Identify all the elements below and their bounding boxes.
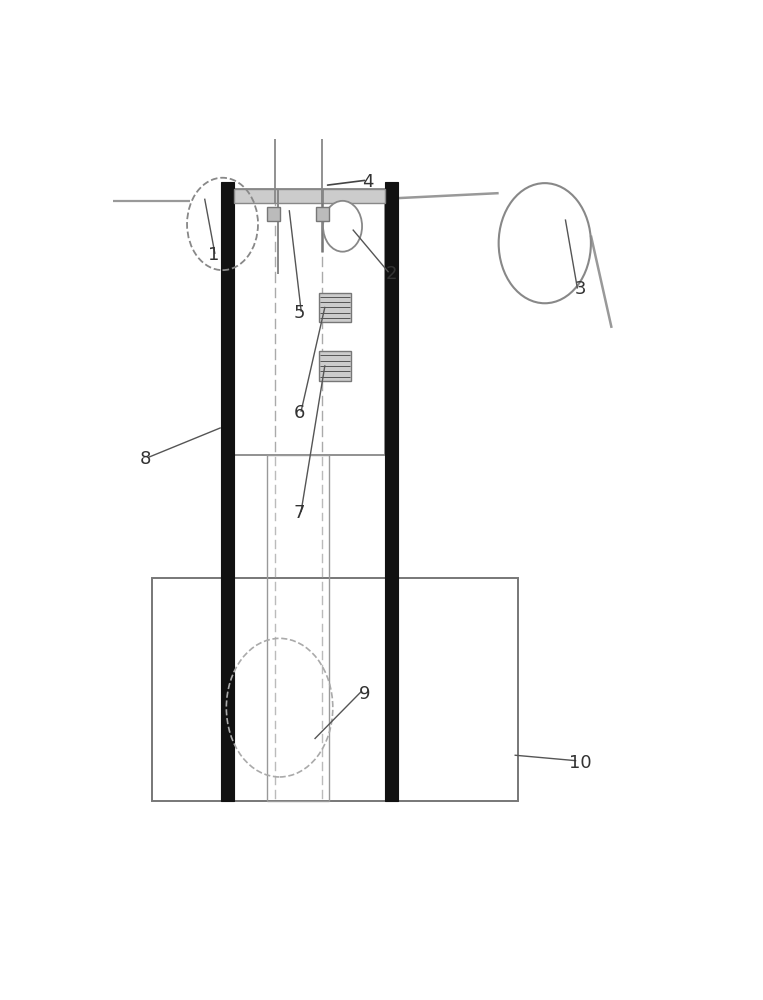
- Bar: [319, 293, 352, 322]
- Bar: [234, 189, 385, 455]
- Bar: [234, 189, 385, 203]
- Bar: [152, 578, 518, 801]
- Bar: [319, 351, 352, 381]
- Bar: [268, 455, 329, 801]
- Text: 3: 3: [575, 280, 586, 298]
- Text: 5: 5: [294, 304, 305, 322]
- Bar: [385, 182, 398, 801]
- Text: 8: 8: [140, 450, 151, 468]
- Text: 4: 4: [362, 173, 373, 191]
- Text: 6: 6: [294, 404, 305, 422]
- Text: 7: 7: [294, 504, 305, 522]
- Bar: [316, 207, 329, 221]
- Bar: [268, 207, 281, 221]
- Text: 1: 1: [208, 246, 219, 264]
- Bar: [221, 182, 234, 801]
- Text: 2: 2: [385, 265, 397, 283]
- Text: 10: 10: [569, 754, 591, 772]
- Text: 9: 9: [359, 685, 370, 703]
- Circle shape: [323, 201, 362, 252]
